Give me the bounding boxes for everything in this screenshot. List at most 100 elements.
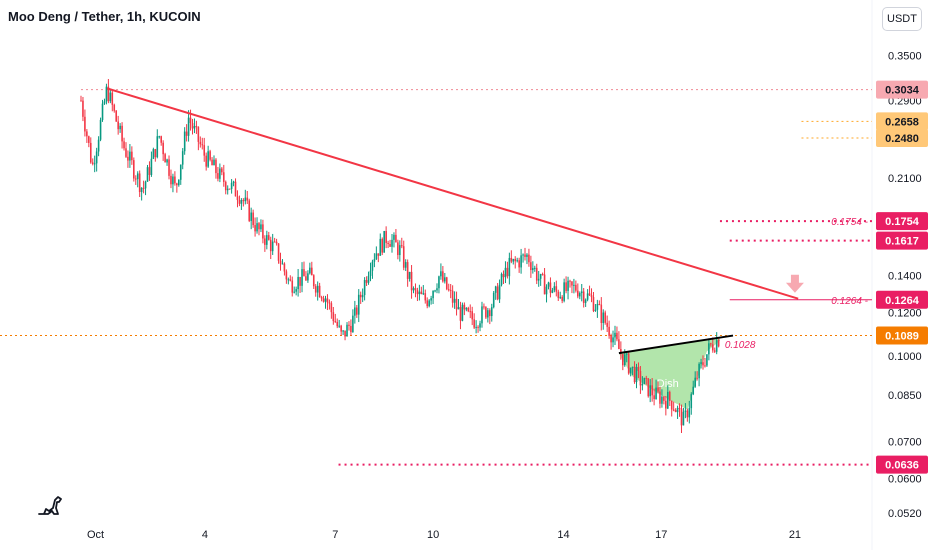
candle-body [708,343,710,355]
candle [269,236,272,260]
candle-body [320,297,323,299]
candle-body [412,288,415,291]
candle-body [402,246,405,268]
y-tick-label: 0.1400 [888,270,922,282]
candle-body [342,330,344,332]
candle-body [420,291,423,294]
candle-body [477,326,479,328]
candle-body [219,168,221,179]
candle-body [588,293,591,296]
price-badge-text: 0.3034 [885,85,920,97]
candle [234,178,237,197]
candle-body [604,312,607,323]
candle-body [512,258,515,262]
candle-body [297,276,299,290]
candle-body [661,396,663,404]
candle-body [543,274,546,295]
x-tick-label: 17 [655,529,667,541]
candle [571,281,573,294]
candle-body [514,258,517,262]
candle-body [113,104,116,111]
candle-body [449,289,452,291]
candle-body [359,294,362,298]
candle [506,261,509,279]
candle-body [479,323,481,328]
candle-body [273,241,276,243]
candle [432,290,434,305]
candle [622,354,624,371]
candle-body [483,306,485,308]
candle-body [526,254,528,257]
candle-body [334,321,337,323]
candle-body [291,280,294,293]
candle [449,283,452,299]
candle [473,313,475,329]
candle-body [404,262,407,268]
candle [211,157,213,166]
candle-body [533,267,536,269]
candle [479,320,481,332]
candle [238,195,241,207]
candle [391,234,393,253]
candle [285,269,288,284]
candle [555,280,558,297]
candle-body [240,200,243,204]
candle [387,240,389,249]
candle [307,270,309,283]
candle [297,269,299,297]
y-tick-label: 0.0850 [888,390,922,402]
candle-body [551,290,554,293]
candle [369,262,372,282]
candle-body [262,224,264,239]
price-badge-text: 0.2658 [885,116,919,128]
candle-body [391,239,393,247]
candle [393,232,395,248]
candle [289,275,292,282]
candle [166,158,168,166]
candle-body [338,325,340,327]
candle [553,282,556,293]
currency-button[interactable]: USDT [882,7,922,31]
candle-body [629,367,632,374]
candle [299,276,301,293]
candle-body [500,273,503,285]
candle [629,367,632,377]
candle-body [625,353,628,355]
candle-body [535,267,538,281]
candle [209,149,211,162]
candle [547,281,550,290]
candle-body [361,295,364,298]
candle-body [168,159,170,176]
candle [150,151,153,177]
candle [197,126,200,151]
price-badge-text: 0.1089 [885,331,919,343]
candle-body [195,126,198,128]
candle-body [506,267,509,277]
dinosaur-icon[interactable] [34,490,64,520]
candle [620,341,622,360]
candle [471,306,473,326]
candle-body [140,187,143,193]
candle-body [205,155,207,167]
candle [653,388,655,406]
candle-body [696,377,698,379]
price-badge-text: 0.0636 [885,460,919,472]
candle [195,120,198,134]
candle-body [422,293,425,295]
candle [205,152,207,171]
candle [704,357,706,368]
candle [616,326,618,342]
candle [502,270,505,284]
candle-body [622,354,624,366]
candle [498,279,501,303]
candle-body [578,293,581,297]
candle-body [698,363,700,379]
candle-body [561,296,563,301]
candle [690,392,693,415]
candle [226,185,229,195]
candle-body [702,362,704,366]
candle-body [706,354,708,366]
candle-body [318,285,321,298]
candle-body [395,234,397,243]
